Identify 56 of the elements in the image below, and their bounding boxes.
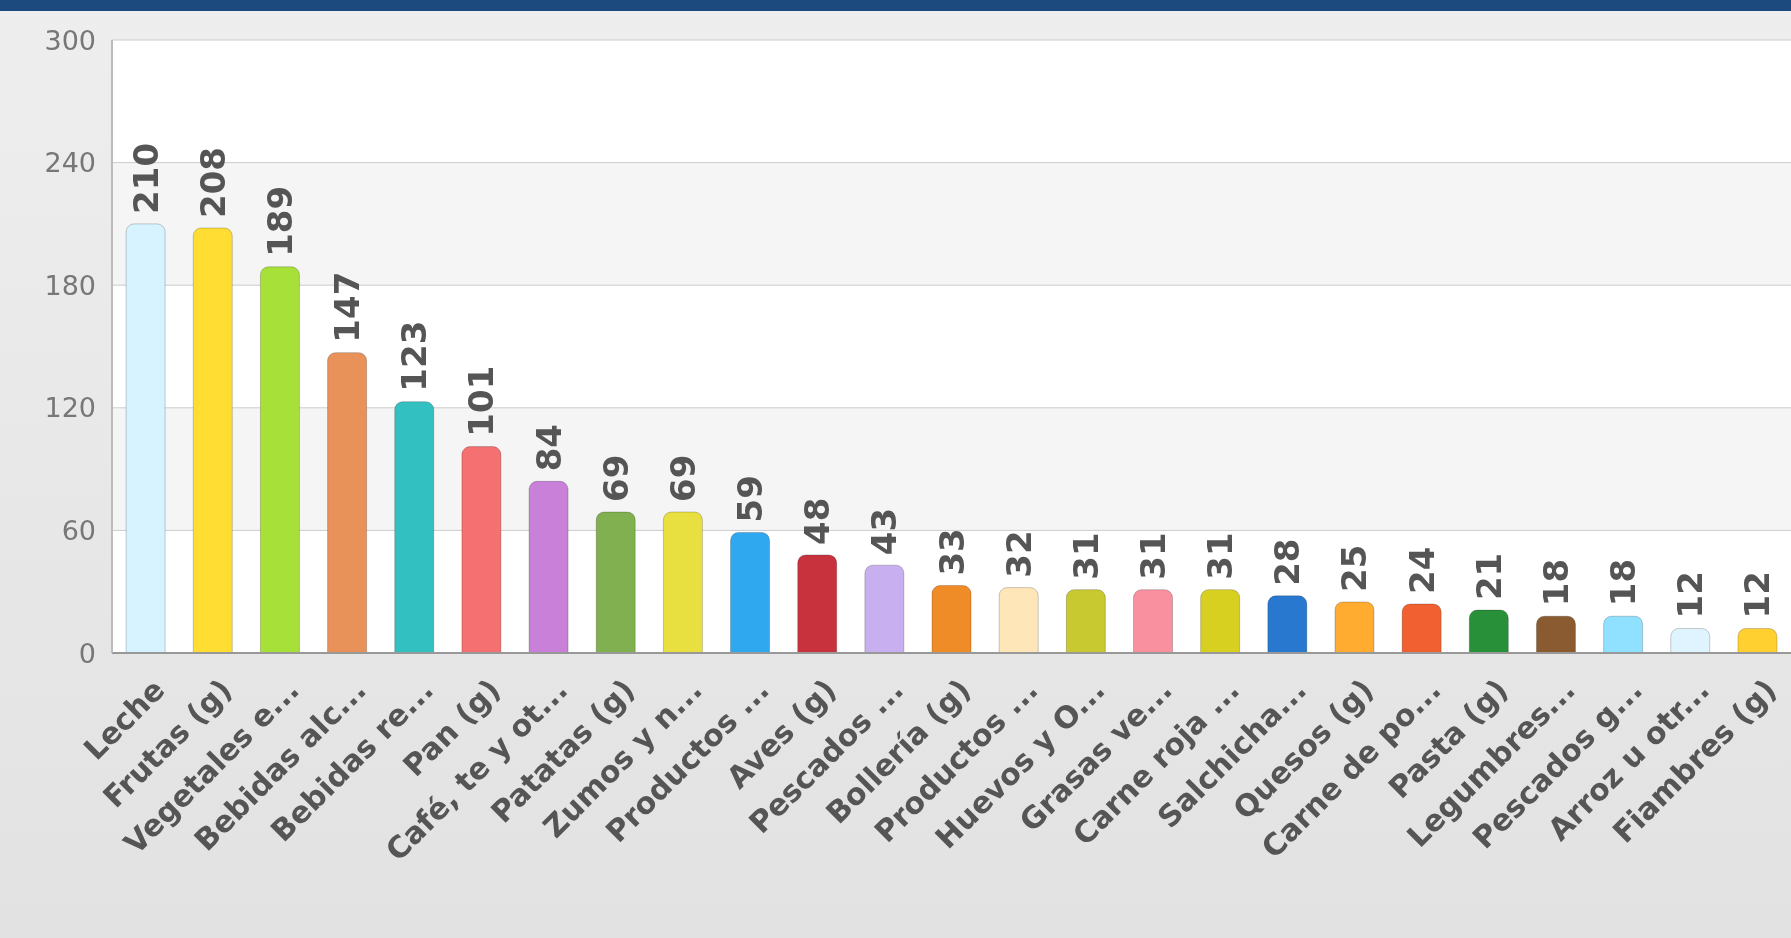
- data-label: 208: [192, 147, 233, 218]
- bar: [1133, 589, 1173, 653]
- data-label: 28: [1267, 538, 1308, 586]
- bar: [461, 446, 502, 653]
- data-label: 123: [394, 320, 435, 392]
- data-label: 69: [662, 454, 703, 503]
- bar: [931, 585, 972, 653]
- bar: [1737, 627, 1778, 653]
- data-label: 18: [1603, 558, 1644, 607]
- bar: [662, 511, 703, 653]
- data-label: 21: [1468, 552, 1509, 601]
- data-label: 48: [797, 497, 838, 545]
- data-label: 12: [1737, 571, 1778, 619]
- data-label: 33: [931, 528, 972, 576]
- bar: [192, 227, 233, 653]
- y-tick-label: 300: [44, 24, 96, 56]
- data-label: 24: [1401, 546, 1442, 594]
- data-label: 18: [1535, 558, 1576, 607]
- data-label: 210: [125, 142, 166, 214]
- data-label: 101: [461, 365, 502, 437]
- data-label: 12: [1670, 571, 1711, 619]
- data-label: 31: [1133, 532, 1173, 580]
- data-label: 189: [259, 185, 300, 257]
- data-label: 31: [1200, 532, 1241, 580]
- bar: [1334, 601, 1375, 653]
- y-tick-label: 240: [44, 147, 96, 179]
- y-tick-label: 0: [78, 637, 96, 669]
- data-label: 69: [595, 454, 636, 503]
- bar: [394, 401, 435, 653]
- bar: [1401, 603, 1442, 653]
- bar: [125, 223, 166, 653]
- bar: [1603, 615, 1644, 653]
- data-label: 59: [730, 475, 771, 523]
- bar: [998, 587, 1039, 653]
- bar: [528, 480, 569, 653]
- data-label: 25: [1334, 544, 1375, 592]
- y-tick-label: 180: [44, 269, 96, 301]
- y-tick-label: 120: [44, 392, 96, 424]
- bar: [730, 531, 771, 653]
- data-label: 32: [998, 530, 1039, 578]
- bar: [1267, 595, 1308, 653]
- data-label: 84: [528, 424, 569, 472]
- bar: [259, 266, 300, 653]
- bar: [595, 511, 636, 653]
- bar: [1670, 627, 1711, 653]
- bar: [797, 554, 838, 653]
- bar: [1468, 609, 1509, 653]
- bar: [1535, 615, 1576, 653]
- data-label: 31: [1065, 532, 1106, 580]
- data-label: 147: [327, 271, 368, 343]
- bar: [864, 564, 905, 653]
- data-label: 43: [864, 507, 905, 556]
- y-tick-label: 60: [61, 514, 96, 546]
- bar: [1065, 589, 1106, 653]
- bar: [1200, 589, 1241, 653]
- bar: [327, 352, 368, 653]
